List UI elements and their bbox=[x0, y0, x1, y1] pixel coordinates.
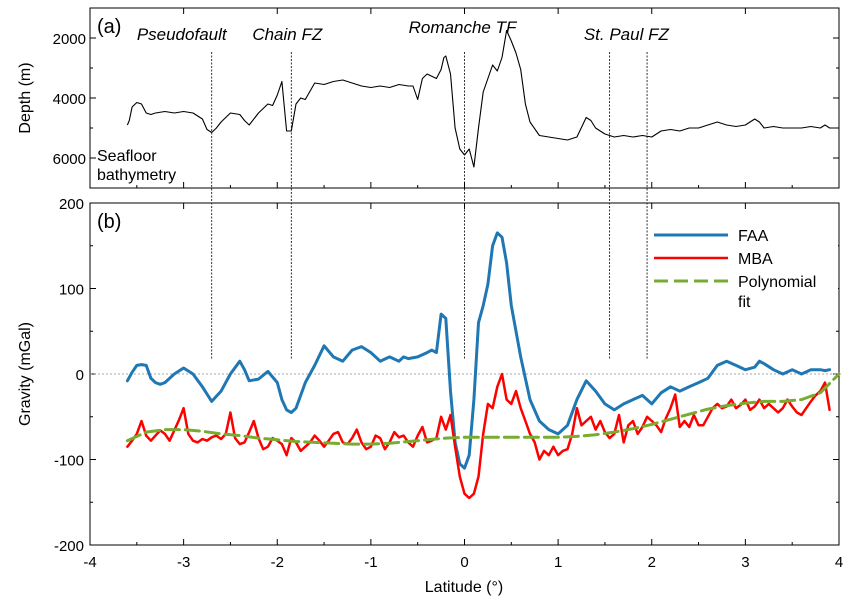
polynomial-fit-line bbox=[125, 372, 841, 446]
fracture-zone-label: Romanche TF bbox=[409, 18, 518, 37]
x-axis-label: Latitude (°) bbox=[425, 579, 503, 596]
gravity-series bbox=[125, 231, 841, 500]
gravity-y-tick-label: -100 bbox=[54, 453, 84, 470]
gravity-y-tick-label: 100 bbox=[59, 282, 84, 299]
legend-label-polynomial-fit: fit bbox=[738, 294, 751, 311]
legend-label-mba: MBA bbox=[738, 251, 773, 268]
x-tick-label: -2 bbox=[271, 554, 284, 571]
legend-background bbox=[648, 215, 838, 307]
x-tick-label: 0 bbox=[460, 554, 468, 571]
x-tick-label: 4 bbox=[835, 554, 843, 571]
bathymetry-y-tick-label: 4000 bbox=[53, 91, 86, 108]
fracture-zone-label: St. Paul FZ bbox=[584, 25, 670, 44]
x-tick-label: -3 bbox=[177, 554, 190, 571]
seafloor-bathymetry-label-line1: Seafloor bbox=[97, 148, 157, 165]
fracture-zone-label: Chain FZ bbox=[252, 25, 323, 44]
gravity-y-tick-label: -200 bbox=[54, 538, 84, 555]
gravity-y-tick-label: 200 bbox=[59, 196, 84, 213]
bathymetry-ticks: 2000 4000 6000 bbox=[53, 8, 840, 188]
fracture-zone-markers: Pseudofault Chain FZ Romanche TF St. Paul F… bbox=[137, 18, 670, 360]
gravity-y-axis-label: Gravity (mGal) bbox=[17, 322, 34, 426]
gravity-ticks: -200 -100 0 100 200 -4 -3 -2 -1 0 1 2 3 4 bbox=[54, 185, 843, 571]
gravity-legend: FAA MBA Polynomial fit bbox=[648, 215, 838, 311]
bathymetry-y-axis-label: Depth (m) bbox=[17, 62, 34, 133]
panel-a-label: (a) bbox=[97, 16, 121, 38]
bathymetry-y-tick-label: 6000 bbox=[53, 151, 86, 168]
bathymetry-line bbox=[126, 29, 839, 168]
panel-b-label: (b) bbox=[97, 211, 121, 233]
x-tick-label: 2 bbox=[648, 554, 656, 571]
bathymetry-series bbox=[126, 29, 839, 168]
legend-label-polynomial-fit: Polynomial bbox=[738, 274, 816, 291]
x-tick-label: -4 bbox=[83, 554, 96, 571]
faa-line bbox=[125, 231, 832, 470]
seafloor-bathymetry-label-line2: bathymetry bbox=[97, 167, 176, 184]
x-tick-label: 3 bbox=[741, 554, 749, 571]
x-tick-label: -1 bbox=[364, 554, 377, 571]
fracture-zone-label: Pseudofault bbox=[137, 25, 228, 44]
legend-label-faa: FAA bbox=[738, 228, 769, 245]
bathymetry-y-tick-label: 2000 bbox=[53, 31, 86, 48]
x-tick-label: 1 bbox=[554, 554, 562, 571]
gravity-y-tick-label: 0 bbox=[76, 367, 84, 384]
